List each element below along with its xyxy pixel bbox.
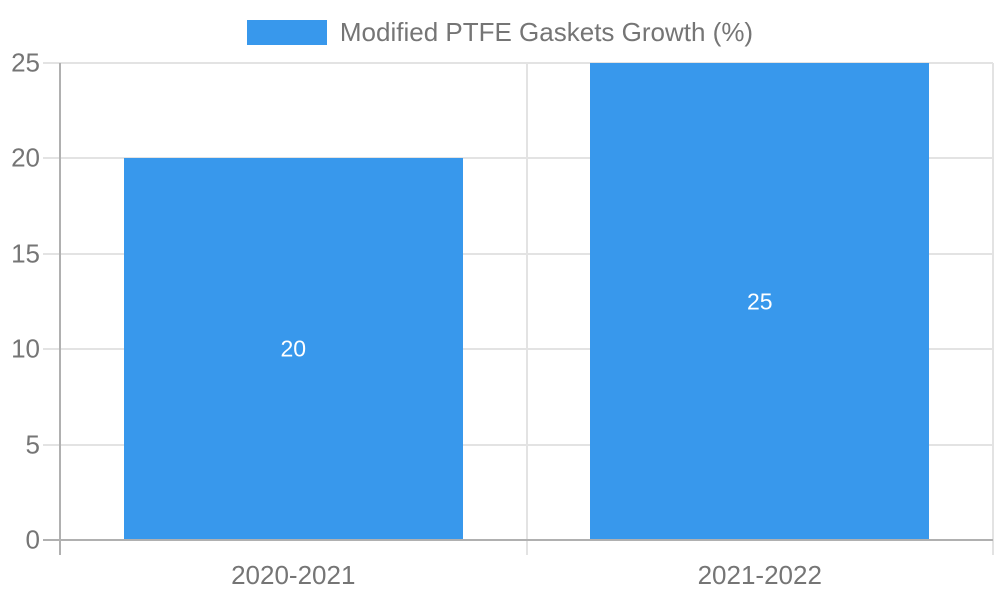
y-tick-label: 25 <box>11 47 40 78</box>
y-tick-label: 10 <box>11 333 40 364</box>
y-tick-label: 0 <box>25 524 40 555</box>
x-gridline <box>525 63 528 555</box>
legend-label: Modified PTFE Gaskets Growth (%) <box>339 17 754 47</box>
y-tick-label: 15 <box>11 238 40 269</box>
y-gridline <box>43 252 993 255</box>
x-axis-baseline <box>43 539 993 541</box>
legend-swatch <box>246 19 327 45</box>
y-gridline <box>43 157 993 160</box>
y-tick-label: 5 <box>25 429 40 460</box>
y-axis-line <box>59 63 61 555</box>
bar-value-label: 20 <box>280 335 307 362</box>
bar-2020-2021[interactable] <box>123 158 463 540</box>
bar-2021-2022[interactable] <box>590 63 930 540</box>
x-tick-label: 2020-2021 <box>231 560 356 590</box>
bar-value-label: 25 <box>746 288 773 314</box>
legend[interactable]: Modified PTFE Gaskets Growth (%) <box>0 18 1000 46</box>
y-gridline <box>43 348 993 351</box>
x-tick-label: 2021-2022 <box>697 560 822 590</box>
y-gridline <box>43 62 993 64</box>
x-gridline <box>992 63 994 555</box>
y-gridline <box>43 443 993 446</box>
y-tick-label: 20 <box>11 142 40 173</box>
